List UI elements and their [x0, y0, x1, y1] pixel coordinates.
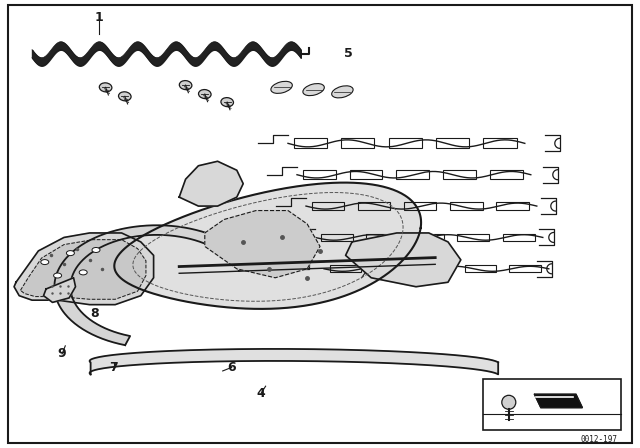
- Bar: [358, 202, 390, 210]
- Bar: [330, 265, 361, 272]
- Text: 5: 5: [344, 47, 353, 60]
- Text: 8: 8: [90, 307, 99, 320]
- Ellipse shape: [99, 83, 112, 92]
- Bar: [490, 170, 523, 179]
- Text: 10: 10: [486, 382, 504, 396]
- Bar: [443, 170, 476, 179]
- Ellipse shape: [54, 273, 61, 278]
- Text: 3: 3: [364, 262, 372, 276]
- Bar: [497, 202, 529, 210]
- Text: 7: 7: [109, 361, 118, 374]
- Bar: [303, 170, 335, 179]
- Ellipse shape: [67, 250, 74, 256]
- Bar: [503, 234, 535, 241]
- Bar: [366, 234, 398, 241]
- Bar: [483, 138, 516, 148]
- Bar: [321, 234, 353, 241]
- Text: 1: 1: [95, 10, 104, 24]
- Bar: [349, 170, 382, 179]
- Ellipse shape: [303, 84, 324, 95]
- Polygon shape: [44, 278, 76, 302]
- Bar: [388, 138, 422, 148]
- Bar: [294, 138, 327, 148]
- Text: 6: 6: [227, 361, 236, 374]
- Ellipse shape: [332, 86, 353, 98]
- Ellipse shape: [221, 98, 234, 107]
- Polygon shape: [20, 240, 146, 299]
- Bar: [451, 202, 483, 210]
- Bar: [420, 265, 451, 272]
- Ellipse shape: [92, 247, 100, 253]
- Text: 0012-197: 0012-197: [580, 435, 618, 444]
- Bar: [374, 265, 406, 272]
- Bar: [404, 202, 436, 210]
- Polygon shape: [205, 211, 320, 278]
- Bar: [312, 202, 344, 210]
- Polygon shape: [534, 394, 582, 408]
- Polygon shape: [115, 183, 421, 309]
- Text: 9: 9: [58, 347, 67, 361]
- Text: 2: 2: [287, 240, 296, 253]
- Bar: [509, 265, 541, 272]
- Ellipse shape: [79, 270, 87, 275]
- Ellipse shape: [179, 81, 192, 90]
- Ellipse shape: [271, 82, 292, 93]
- Polygon shape: [90, 349, 498, 375]
- Ellipse shape: [502, 395, 516, 409]
- Ellipse shape: [41, 259, 49, 265]
- Polygon shape: [179, 161, 243, 206]
- Polygon shape: [54, 225, 254, 345]
- Bar: [458, 234, 489, 241]
- Polygon shape: [14, 233, 154, 305]
- Bar: [465, 265, 496, 272]
- Ellipse shape: [198, 90, 211, 99]
- Polygon shape: [346, 233, 461, 287]
- Bar: [412, 234, 444, 241]
- Bar: [483, 379, 621, 430]
- Bar: [341, 138, 374, 148]
- Bar: [436, 138, 469, 148]
- Bar: [396, 170, 429, 179]
- Ellipse shape: [118, 92, 131, 101]
- Text: 4: 4: [257, 387, 266, 400]
